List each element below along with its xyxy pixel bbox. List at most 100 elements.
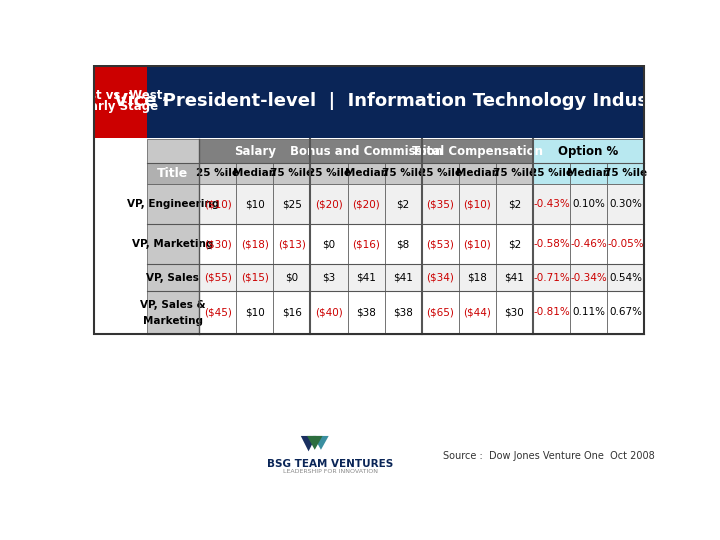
Bar <box>147 163 199 184</box>
Text: $25: $25 <box>282 199 302 209</box>
Bar <box>422 139 533 163</box>
Bar <box>199 291 236 334</box>
Bar <box>496 291 533 334</box>
Bar <box>533 139 644 163</box>
Bar <box>384 224 422 264</box>
Bar <box>236 184 274 224</box>
Text: Median: Median <box>567 168 610 178</box>
Bar <box>310 139 422 163</box>
Text: Median: Median <box>345 168 387 178</box>
Bar <box>310 163 348 184</box>
Text: Median: Median <box>456 168 499 178</box>
Bar <box>274 291 310 334</box>
Text: VP, Marketing: VP, Marketing <box>132 239 214 249</box>
Polygon shape <box>307 436 323 450</box>
Bar <box>310 291 348 334</box>
Bar <box>422 184 459 224</box>
Text: Marketing: Marketing <box>143 316 203 326</box>
Bar <box>422 163 459 184</box>
Bar <box>348 224 384 264</box>
Text: $2: $2 <box>508 199 521 209</box>
Text: $3: $3 <box>323 273 336 283</box>
Text: 75 %ile: 75 %ile <box>382 168 425 178</box>
Bar <box>384 184 422 224</box>
Bar <box>607 163 644 184</box>
Text: Median: Median <box>233 168 276 178</box>
Bar <box>422 224 459 264</box>
Bar <box>496 224 533 264</box>
Text: ($18): ($18) <box>241 239 269 249</box>
Text: -0.43%: -0.43% <box>533 199 570 209</box>
Bar <box>384 163 422 184</box>
Bar <box>348 291 384 334</box>
Bar <box>94 65 147 138</box>
Text: East vs. West,: East vs. West, <box>73 90 167 103</box>
Text: ($30): ($30) <box>204 239 232 249</box>
Text: ($55): ($55) <box>204 273 232 283</box>
Bar <box>147 65 644 138</box>
Text: Total Compensation: Total Compensation <box>412 145 543 158</box>
Bar <box>570 224 607 264</box>
Bar <box>199 163 236 184</box>
Text: -0.81%: -0.81% <box>533 307 570 318</box>
Text: 75 %ile: 75 %ile <box>492 168 536 178</box>
Text: $41: $41 <box>393 273 413 283</box>
Bar <box>384 291 422 334</box>
Text: $30: $30 <box>505 307 524 318</box>
Text: -0.58%: -0.58% <box>533 239 570 249</box>
Bar <box>570 264 607 291</box>
Bar <box>496 264 533 291</box>
Text: ($45): ($45) <box>204 307 232 318</box>
Text: ($10): ($10) <box>464 199 491 209</box>
Bar <box>199 184 236 224</box>
Bar <box>570 184 607 224</box>
Bar <box>147 184 199 224</box>
Bar <box>459 264 496 291</box>
Text: 25 %ile: 25 %ile <box>307 168 351 178</box>
Bar <box>459 224 496 264</box>
Text: Source :  Dow Jones Venture One  Oct 2008: Source : Dow Jones Venture One Oct 2008 <box>443 451 654 461</box>
Text: 0.30%: 0.30% <box>609 199 642 209</box>
Bar <box>459 163 496 184</box>
Text: 0.54%: 0.54% <box>609 273 642 283</box>
Text: Early Stage: Early Stage <box>82 100 158 113</box>
Text: ($40): ($40) <box>315 307 343 318</box>
Text: 25 %ile: 25 %ile <box>419 168 462 178</box>
Bar <box>147 224 199 264</box>
Text: Vice President-level  |  Information Technology Industry: Vice President-level | Information Techn… <box>114 92 677 110</box>
Text: 0.10%: 0.10% <box>572 199 605 209</box>
Text: 25 %ile: 25 %ile <box>530 168 573 178</box>
Text: $8: $8 <box>397 239 410 249</box>
Text: $38: $38 <box>356 307 376 318</box>
Bar <box>348 264 384 291</box>
Text: $2: $2 <box>397 199 410 209</box>
Text: ($10): ($10) <box>464 239 491 249</box>
Text: ($15): ($15) <box>241 273 269 283</box>
Text: Salary: Salary <box>234 145 276 158</box>
Text: 75 %ile: 75 %ile <box>271 168 313 178</box>
Bar <box>199 139 310 163</box>
Text: 25 %ile: 25 %ile <box>197 168 239 178</box>
Bar <box>147 264 199 291</box>
Bar <box>607 264 644 291</box>
Polygon shape <box>313 436 329 450</box>
Bar <box>459 291 496 334</box>
Bar <box>236 264 274 291</box>
Bar <box>310 264 348 291</box>
Text: ($20): ($20) <box>352 199 380 209</box>
Text: $0: $0 <box>285 273 299 283</box>
Bar <box>199 224 236 264</box>
Text: ($16): ($16) <box>352 239 380 249</box>
Bar <box>533 184 570 224</box>
Bar <box>533 264 570 291</box>
Text: $41: $41 <box>505 273 524 283</box>
Text: 75 %ile: 75 %ile <box>604 168 647 178</box>
Text: $10: $10 <box>245 307 265 318</box>
Text: -0.71%: -0.71% <box>533 273 570 283</box>
Bar <box>147 139 199 163</box>
Text: ($34): ($34) <box>426 273 454 283</box>
Text: $41: $41 <box>356 273 376 283</box>
Text: $18: $18 <box>467 273 487 283</box>
Bar <box>459 184 496 224</box>
Text: ($10): ($10) <box>204 199 232 209</box>
